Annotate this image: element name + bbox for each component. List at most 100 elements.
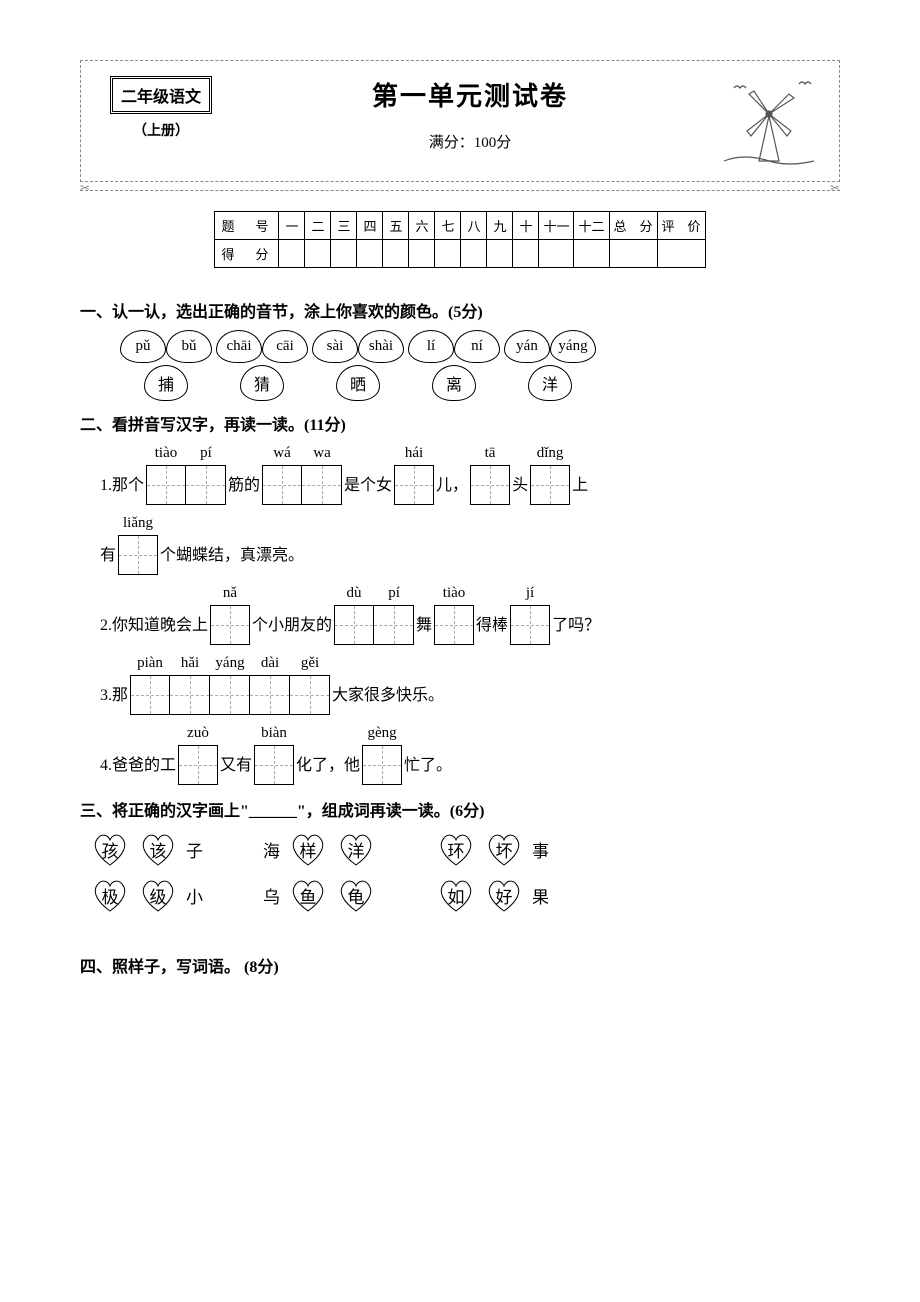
char-input-box[interactable]: [130, 675, 170, 715]
q2-line: 1.那个tiàopí筋的wáwa是个女hái儿，tā头dǐng上: [100, 445, 840, 505]
pinyin-cloud[interactable]: ní: [454, 330, 500, 363]
pinyin-cloud[interactable]: sài: [312, 330, 358, 363]
score-cell[interactable]: [305, 240, 331, 268]
pinyin-cloud[interactable]: yán: [504, 330, 550, 363]
score-cell[interactable]: [331, 240, 357, 268]
pinyin-box-group: dǐng: [530, 445, 570, 505]
q3-line: 如好果: [436, 877, 549, 913]
char-cloud: 猜: [244, 367, 280, 399]
heart-option[interactable]: 样: [288, 831, 328, 867]
pinyin-box-group: liǎng: [118, 515, 158, 575]
heart-option[interactable]: 极: [90, 877, 130, 913]
heart-option[interactable]: 该: [138, 831, 178, 867]
char-input-box[interactable]: [302, 465, 342, 505]
pinyin-label: liǎng: [118, 515, 158, 533]
q2-text: 事: [532, 837, 549, 862]
volume-label: （上册）: [101, 120, 221, 140]
char-input-box[interactable]: [530, 465, 570, 505]
score-cell[interactable]: [513, 240, 539, 268]
score-cell[interactable]: [357, 240, 383, 268]
q2-text: 个蝴蝶结，真漂亮。: [160, 541, 304, 575]
char-input-box[interactable]: [374, 605, 414, 645]
pinyin-label: biàn: [254, 725, 294, 743]
char-input-box[interactable]: [362, 745, 402, 785]
pinyin-cloud[interactable]: chāi: [216, 330, 262, 363]
pinyin-cloud[interactable]: yáng: [550, 330, 596, 363]
q3-group: 孩该子极级小: [90, 831, 203, 913]
q2-text: 筋的: [228, 471, 260, 505]
pinyin-box-group: tiào: [434, 585, 474, 645]
heart-option[interactable]: 洋: [336, 831, 376, 867]
heart-option[interactable]: 环: [436, 831, 476, 867]
char-input-box[interactable]: [146, 465, 186, 505]
score-cell[interactable]: [657, 240, 705, 268]
pinyin-label: hǎi: [170, 655, 210, 673]
char-input-box[interactable]: [510, 605, 550, 645]
score-cell[interactable]: [539, 240, 574, 268]
pinyin-label: gěi: [290, 655, 330, 673]
pinyin-label: tiào: [146, 445, 186, 463]
pinyin-cloud[interactable]: lí: [408, 330, 454, 363]
pinyin-cloud[interactable]: shài: [358, 330, 404, 363]
char-input-box[interactable]: [470, 465, 510, 505]
q2-text: 儿，: [436, 471, 468, 505]
heart-option[interactable]: 龟: [336, 877, 376, 913]
q2-container: 1.那个tiàopí筋的wáwa是个女hái儿，tā头dǐng上有liǎng个蝴…: [80, 445, 840, 785]
pinyin-cloud[interactable]: cāi: [262, 330, 308, 363]
heart-option[interactable]: 孩: [90, 831, 130, 867]
score-cell[interactable]: [609, 240, 657, 268]
pinyin-label: yáng: [210, 655, 250, 673]
pinyin-cloud[interactable]: pǔ: [120, 330, 166, 363]
pinyin-box-group: wáwa: [262, 445, 342, 505]
char-input-box[interactable]: [250, 675, 290, 715]
heart-option[interactable]: 坏: [484, 831, 524, 867]
pinyin-label: zuò: [178, 725, 218, 743]
col-head: 五: [383, 212, 409, 240]
pinyin-box-group: tiàopí: [146, 445, 226, 505]
heart-option[interactable]: 如: [436, 877, 476, 913]
pinyin-cloud[interactable]: bǔ: [166, 330, 212, 363]
col-head: 总 分: [609, 212, 657, 240]
col-head: 十二: [574, 212, 609, 240]
table-row: 题 号 一 二 三 四 五 六 七 八 九 十 十一 十二 总 分 评 价: [215, 212, 705, 240]
score-cell[interactable]: [461, 240, 487, 268]
q2-line: 3.那piànhǎiyángdàigěi大家很多快乐。: [100, 655, 840, 715]
pinyin-box-group: hái: [394, 445, 434, 505]
char-input-box[interactable]: [262, 465, 302, 505]
cloud-pair: sàishài晒: [312, 330, 404, 399]
heart-option[interactable]: 级: [138, 877, 178, 913]
char-input-box[interactable]: [290, 675, 330, 715]
col-head: 一: [279, 212, 305, 240]
pinyin-label: gèng: [362, 725, 402, 743]
char-input-box[interactable]: [394, 465, 434, 505]
char-input-box[interactable]: [434, 605, 474, 645]
char-input-box[interactable]: [118, 535, 158, 575]
cloud-pair: líní离: [408, 330, 500, 399]
col-head: 评 价: [657, 212, 705, 240]
q2-text: 小: [186, 883, 203, 908]
score-cell[interactable]: [487, 240, 513, 268]
heart-option[interactable]: 鱼: [288, 877, 328, 913]
char-input-box[interactable]: [170, 675, 210, 715]
full-mark: 满分：100分: [221, 131, 719, 152]
score-cell[interactable]: [435, 240, 461, 268]
pinyin-label: pí: [374, 585, 414, 603]
heart-option[interactable]: 好: [484, 877, 524, 913]
q3-line: 乌鱼龟: [263, 877, 376, 913]
char-input-box[interactable]: [210, 605, 250, 645]
score-cell[interactable]: [409, 240, 435, 268]
q2-text: 头: [512, 471, 528, 505]
score-cell[interactable]: [574, 240, 609, 268]
pinyin-box-group: nǎ: [210, 585, 250, 645]
q2-text: 大家很多快乐。: [332, 681, 444, 715]
score-cell[interactable]: [383, 240, 409, 268]
char-input-box[interactable]: [178, 745, 218, 785]
pinyin-label: dài: [250, 655, 290, 673]
q2-text: 海: [263, 837, 280, 862]
char-input-box[interactable]: [254, 745, 294, 785]
char-input-box[interactable]: [210, 675, 250, 715]
q2-title: 二、看拼音写汉字，再读一读。(11分): [80, 411, 840, 435]
char-input-box[interactable]: [334, 605, 374, 645]
char-input-box[interactable]: [186, 465, 226, 505]
score-cell[interactable]: [279, 240, 305, 268]
